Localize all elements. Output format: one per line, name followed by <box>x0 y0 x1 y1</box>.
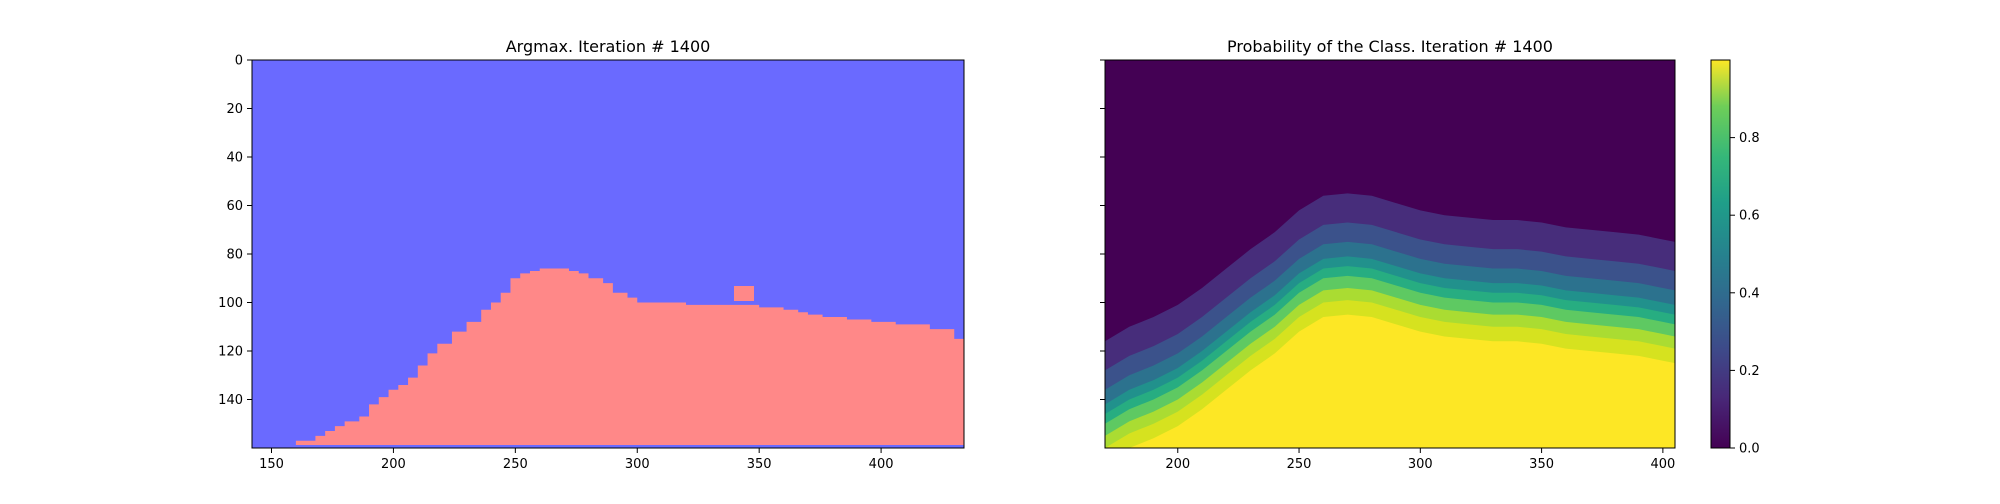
x-tick-label: 350 <box>747 457 772 472</box>
colorbar-tick-label: 0.8 <box>1739 131 1760 146</box>
colorbar-tick-label: 0.6 <box>1739 209 1760 224</box>
colorbar: 0.0 0.2 0.4 0.6 0.8 <box>1710 59 1760 457</box>
x-tick-label: 250 <box>503 457 528 472</box>
y-tick-label: 0 <box>235 54 243 69</box>
probability-bands <box>1105 193 1675 448</box>
probability-x-axis: 200 250 300 350 400 <box>1165 448 1675 472</box>
y-tick-label: 120 <box>218 345 243 360</box>
probability-panel: Probability of the Class. Iteration # 14… <box>1100 37 1676 472</box>
probability-band <box>1105 314 1675 448</box>
x-tick-label: 200 <box>381 457 406 472</box>
colorbar-tick-label: 0.4 <box>1739 286 1760 301</box>
y-tick-label: 80 <box>226 248 243 263</box>
colorbar-tick-label: 0.0 <box>1739 442 1760 457</box>
x-tick-label: 400 <box>869 457 894 472</box>
probability-title: Probability of the Class. Iteration # 14… <box>1227 37 1553 56</box>
y-tick-label: 20 <box>226 102 243 117</box>
x-tick-label: 350 <box>1529 457 1554 472</box>
colorbar-ticks: 0.0 0.2 0.4 0.6 0.8 <box>1730 131 1760 457</box>
argmax-panel: Argmax. Iteration # 1400 150 200 250 300 350… <box>218 37 965 472</box>
y-tick-label: 100 <box>218 296 243 311</box>
x-tick-label: 300 <box>1408 457 1433 472</box>
x-tick-label: 150 <box>259 457 284 472</box>
class-1-region-group <box>252 268 964 448</box>
argmax-x-axis: 150 200 250 300 350 400 <box>259 448 894 472</box>
colorbar-frame <box>1710 59 1731 449</box>
argmax-title: Argmax. Iteration # 1400 <box>506 37 711 56</box>
y-tick-label: 140 <box>218 393 243 408</box>
y-tick-label: 60 <box>226 199 243 214</box>
x-tick-label: 400 <box>1650 457 1675 472</box>
colorbar-gradient <box>1711 60 1730 448</box>
argmax-island <box>734 286 754 301</box>
colorbar-tick-label: 0.2 <box>1739 364 1760 379</box>
probability-y-axis <box>1100 59 1105 400</box>
x-tick-label: 200 <box>1165 457 1190 472</box>
argmax-y-axis: 0 20 40 60 80 100 120 140 <box>218 54 252 408</box>
argmax-bottom-strip <box>252 445 964 448</box>
class-1-region <box>252 268 964 448</box>
x-tick-label: 250 <box>1287 457 1312 472</box>
x-tick-label: 300 <box>625 457 650 472</box>
y-tick-label: 40 <box>226 151 243 166</box>
